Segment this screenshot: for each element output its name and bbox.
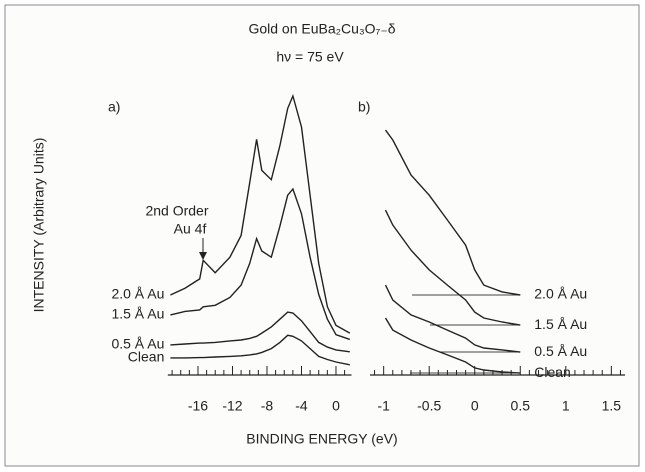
- x-tick-label: 1: [562, 398, 570, 414]
- series-label: 2.0 Å Au: [111, 286, 164, 302]
- series-label: Clean: [534, 364, 571, 380]
- series-label: 1.5 Å Au: [111, 306, 164, 322]
- series-label: 0.5 Å Au: [534, 343, 587, 359]
- spectrum-line: [384, 317, 521, 374]
- x-axis-label: BINDING ENERGY (eV): [246, 431, 397, 447]
- panel-label: b): [358, 99, 370, 115]
- x-tick-label: -16: [188, 398, 208, 414]
- x-tick-label: -8: [261, 398, 274, 414]
- x-tick-label: 0.5: [511, 398, 531, 414]
- spectrum-line: [384, 209, 521, 326]
- annotation-arrowhead: [199, 252, 207, 260]
- x-tick-label: -4: [295, 398, 308, 414]
- x-tick-label: -0.5: [417, 398, 441, 414]
- spectrum-line: [384, 129, 521, 296]
- x-tick-label: 0: [471, 398, 479, 414]
- chart-subtitle: hν = 75 eV: [276, 49, 344, 65]
- x-tick-label: 0: [332, 398, 340, 414]
- panel-label: a): [108, 99, 120, 115]
- spectrum-line: [170, 334, 350, 366]
- series-label: 1.5 Å Au: [534, 316, 587, 332]
- x-tick-label: -12: [222, 398, 242, 414]
- series-label: 2.0 Å Au: [534, 286, 587, 302]
- series-label: 0.5 Å Au: [111, 336, 164, 352]
- x-tick-label: 1.5: [602, 398, 622, 414]
- spectrum-line: [170, 93, 351, 334]
- x-tick-label: -1: [377, 398, 390, 414]
- annotation: 2nd Order: [145, 203, 208, 219]
- frame: [4, 4, 640, 467]
- chart-title: Gold on EuBa₂Cu₃O₇₋δ: [248, 21, 395, 37]
- annotation: Au 4f: [174, 221, 207, 237]
- spectrum-line: [170, 187, 351, 341]
- spectrum-line: [170, 311, 350, 353]
- series-label: Clean: [128, 349, 165, 365]
- spectrum-line: [384, 284, 521, 353]
- y-axis-label: INTENSITY (Arbitrary Units): [31, 138, 47, 313]
